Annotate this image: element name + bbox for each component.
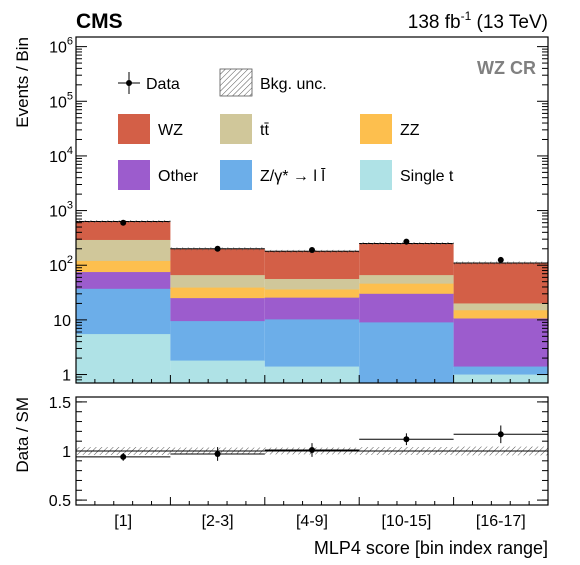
legend-label: WZ bbox=[158, 122, 183, 139]
stack-bar bbox=[76, 239, 171, 261]
stack-bar bbox=[359, 322, 454, 383]
lumi-energy: (13 TeV) bbox=[471, 12, 548, 33]
lumi-exponent: -1 bbox=[461, 9, 472, 23]
legend-label: Z/γ* → l l̄ bbox=[260, 167, 326, 185]
stack-bar bbox=[76, 334, 171, 383]
stack-bar bbox=[453, 310, 548, 319]
legend-swatch bbox=[118, 160, 150, 190]
legend-data-marker bbox=[126, 80, 132, 86]
y-tick-label: 10 bbox=[53, 313, 71, 330]
data-points bbox=[120, 219, 504, 263]
stack-bar bbox=[264, 278, 360, 290]
x-tick-label: [4-9] bbox=[296, 513, 328, 530]
legend-unc-label: Bkg. unc. bbox=[260, 76, 327, 93]
unc-band bbox=[453, 261, 548, 265]
legend-swatch bbox=[118, 114, 150, 144]
x-tick-label: [10-15] bbox=[381, 513, 431, 530]
ratio-points bbox=[76, 425, 548, 461]
stacked-histogram bbox=[76, 221, 548, 384]
legend-swatch bbox=[360, 114, 392, 144]
stack-bar bbox=[264, 251, 360, 279]
ratio-y-tick-label: 0.5 bbox=[49, 493, 71, 510]
ratio-point bbox=[497, 431, 504, 438]
x-tick-label: [2-3] bbox=[202, 513, 234, 530]
legend-label: Other bbox=[158, 168, 199, 185]
stack-bar bbox=[170, 248, 265, 276]
legend-unc-swatch bbox=[219, 68, 253, 97]
stack-bar bbox=[264, 289, 360, 298]
luminosity-label: 138 fb-1 (13 TeV) bbox=[408, 9, 548, 33]
y-tick-label: 103 bbox=[49, 200, 73, 221]
region-label: WZ CR bbox=[477, 58, 536, 78]
stack-bar bbox=[453, 318, 548, 367]
stack-bar bbox=[453, 303, 548, 311]
y-tick-label: 104 bbox=[49, 145, 73, 166]
ratio-point bbox=[120, 453, 127, 460]
stack-bar bbox=[76, 288, 171, 335]
stack-bar bbox=[453, 262, 548, 304]
legend-label: tt̄ bbox=[260, 122, 269, 139]
stack-bar bbox=[76, 221, 171, 240]
stack-bar bbox=[359, 293, 454, 323]
data-point bbox=[309, 246, 315, 253]
x-tick-label: [1] bbox=[114, 513, 132, 530]
lower-y-label: Data / SM bbox=[13, 397, 32, 473]
stack-bar bbox=[359, 243, 454, 276]
x-axis: [1] [2-3] [4-9] [10-15] [16-17] bbox=[75, 375, 549, 530]
lumi-value: 138 fb bbox=[408, 12, 461, 33]
stack-bar bbox=[264, 366, 360, 383]
stack-bar bbox=[170, 298, 265, 322]
upper-y-axis: 1 10 102 103 104 105 106 bbox=[49, 36, 548, 385]
x-tick-label: [16-17] bbox=[476, 513, 526, 530]
upper-panel: 1 10 102 103 104 105 106 Events / Bin WZ CR Da… bbox=[13, 36, 549, 385]
stack-bar bbox=[453, 374, 548, 383]
legend-swatch bbox=[220, 160, 252, 190]
stack-bar bbox=[170, 360, 265, 383]
experiment-label: CMS bbox=[76, 10, 123, 33]
y-tick-label: 1 bbox=[62, 368, 71, 385]
stack-bar bbox=[264, 319, 360, 367]
upper-y-label: Events / Bin bbox=[13, 37, 32, 128]
legend: Data Bkg. unc. WZ tt̄ ZZ Other Z/γ* → l l̄ Sing… bbox=[118, 68, 454, 190]
legend-data-label: Data bbox=[146, 76, 180, 93]
stack-bar bbox=[359, 283, 454, 294]
legend-label: ZZ bbox=[400, 122, 420, 139]
data-point bbox=[497, 256, 504, 263]
y-tick-label: 102 bbox=[49, 254, 73, 275]
ratio-y-tick-label: 1.5 bbox=[49, 395, 71, 412]
stack-bar bbox=[170, 287, 265, 299]
ratio-point bbox=[309, 447, 315, 454]
ratio-point bbox=[214, 450, 221, 457]
upper-frame bbox=[75, 36, 549, 384]
data-point bbox=[214, 245, 221, 252]
stack-bar bbox=[170, 275, 265, 288]
stack-bar bbox=[359, 275, 454, 284]
ratio-y-tick-label: 1 bbox=[62, 444, 71, 461]
y-tick-label: 105 bbox=[49, 90, 73, 111]
x-axis-label: MLP4 score [bin index range] bbox=[314, 538, 548, 558]
legend-label: Single t bbox=[400, 168, 454, 185]
y-tick-label: 106 bbox=[49, 36, 73, 57]
data-point bbox=[403, 238, 410, 245]
ratio-point bbox=[403, 436, 410, 443]
data-point bbox=[120, 219, 127, 226]
stack-bar bbox=[453, 366, 548, 375]
legend-swatch bbox=[360, 160, 392, 190]
stack-bar bbox=[76, 260, 171, 273]
legend-swatch bbox=[220, 114, 252, 144]
stack-bar bbox=[76, 272, 171, 289]
stack-bar bbox=[170, 321, 265, 361]
lower-y-axis: 0.5 1 1.5 bbox=[49, 395, 548, 510]
lower-panel: 0.511.5 Data / SM [1] [2-3] [4-9] [10-15] [1… bbox=[13, 375, 549, 558]
stack-bar bbox=[264, 297, 360, 320]
